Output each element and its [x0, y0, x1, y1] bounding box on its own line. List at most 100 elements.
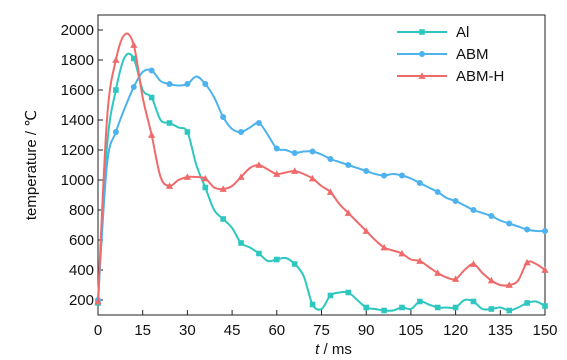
data-point [184, 129, 191, 135]
y-axis-ticks: 200 400 600 800 1000 1200 1400 1600 1800 2000 [61, 22, 103, 309]
data-point [523, 258, 531, 266]
data-point [434, 189, 441, 195]
x-tick-label: 15 [134, 322, 151, 339]
legend-label: ABM [456, 46, 489, 63]
data-point [148, 131, 156, 138]
x-tick-label: 105 [398, 322, 423, 339]
legend-label: ABM-H [456, 68, 504, 85]
series-line [97, 52, 546, 312]
data-point [417, 298, 423, 305]
data-point [94, 297, 102, 305]
y-tick-label: 600 [69, 232, 94, 249]
data-point [487, 276, 495, 284]
data-point [506, 220, 513, 227]
data-point [452, 304, 459, 311]
series-abm-h [94, 32, 549, 305]
data-point [273, 145, 280, 152]
legend-marker [418, 72, 426, 79]
y-tick-label: 400 [69, 262, 94, 279]
data-point [524, 226, 531, 233]
data-point [452, 275, 460, 282]
data-point [255, 161, 263, 168]
data-point [273, 170, 281, 177]
data-point [470, 207, 477, 213]
x-tick-label: 90 [358, 322, 375, 339]
x-tick-label: 60 [268, 322, 285, 339]
data-point [238, 240, 244, 246]
data-point [165, 182, 174, 189]
data-point [220, 114, 227, 120]
data-point [434, 269, 442, 276]
data-point [112, 129, 119, 135]
data-point [220, 216, 226, 222]
data-point [237, 173, 245, 180]
data-point [469, 260, 478, 267]
data-point [256, 250, 262, 257]
data-point [362, 227, 370, 234]
series-layer [94, 32, 549, 314]
y-tick-label: 1400 [61, 112, 94, 129]
data-point [130, 84, 137, 90]
data-point [130, 41, 138, 48]
data-point [434, 304, 441, 311]
data-point [166, 81, 173, 87]
series-al [95, 52, 548, 314]
x-tick-label: 0 [94, 322, 102, 339]
data-point [113, 87, 119, 93]
data-point [291, 167, 299, 174]
data-point [202, 81, 209, 87]
data-point [399, 304, 405, 311]
data-point [130, 55, 137, 62]
x-tick-label: 120 [443, 322, 468, 339]
data-point [470, 298, 477, 305]
x-axis-label-unit: / ms [319, 341, 352, 358]
data-point [112, 56, 120, 63]
data-point [345, 289, 352, 296]
data-point [201, 174, 209, 182]
y-axis-label: temperature / ℃ [23, 110, 40, 220]
data-point [488, 306, 495, 312]
data-point [398, 172, 405, 179]
data-point [327, 156, 334, 162]
data-point [416, 180, 423, 186]
data-point [308, 174, 317, 182]
data-point [381, 172, 388, 179]
y-tick-label: 1000 [61, 172, 94, 189]
data-point [166, 120, 173, 126]
data-point [506, 307, 513, 314]
data-point [363, 168, 370, 174]
y-tick-label: 1200 [61, 142, 94, 159]
data-point [381, 307, 387, 314]
data-point [452, 198, 459, 204]
x-tick-label: 30 [179, 322, 196, 339]
data-point [505, 281, 513, 288]
data-point [148, 67, 155, 74]
legend-marker [419, 29, 425, 35]
legend-label: Al [456, 24, 469, 41]
data-point [488, 213, 495, 219]
y-tick-label: 800 [69, 202, 94, 219]
data-point [183, 173, 191, 180]
data-point [380, 243, 388, 251]
data-point [524, 300, 530, 306]
data-point [363, 304, 369, 311]
data-point [344, 209, 352, 216]
data-point [255, 120, 262, 126]
data-point [345, 162, 352, 168]
y-tick-label: 1600 [61, 82, 94, 99]
y-tick-label: 2000 [61, 22, 94, 39]
data-point [416, 257, 424, 264]
data-point [274, 256, 280, 263]
data-point [219, 185, 227, 192]
data-point [542, 303, 548, 309]
x-tick-label: 75 [313, 322, 330, 339]
x-tick-label: 45 [224, 322, 241, 339]
legend-marker [419, 51, 425, 57]
y-tick-label: 1800 [61, 52, 94, 69]
data-point [309, 301, 316, 308]
legend: Al ABM ABM-H [397, 24, 504, 85]
data-point [184, 81, 191, 87]
data-point [148, 94, 155, 101]
data-point [326, 188, 335, 195]
